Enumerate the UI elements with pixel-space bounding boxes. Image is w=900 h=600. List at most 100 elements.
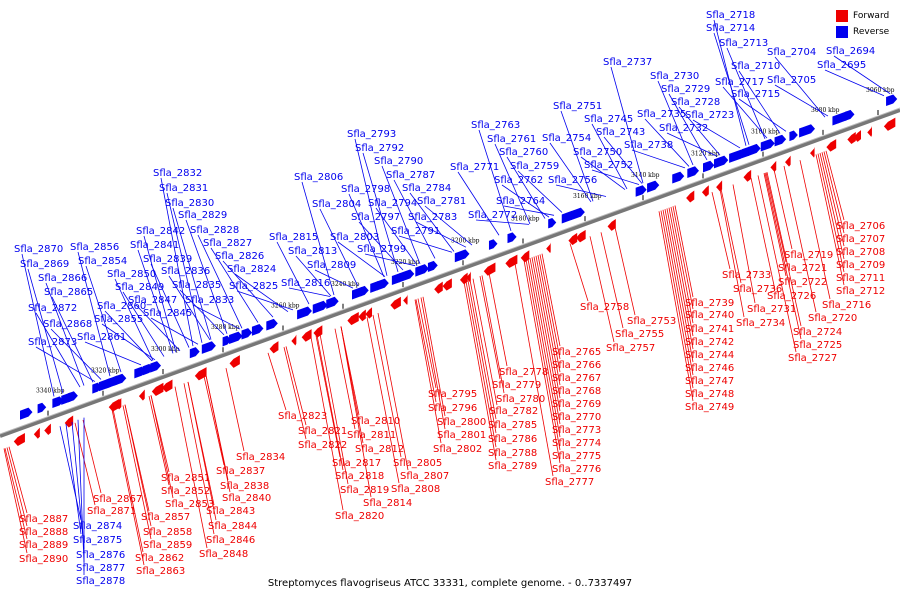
legend: Forward Reverse — [836, 8, 889, 40]
gene-leader-line — [457, 171, 500, 236]
gene-leader-line — [314, 269, 354, 289]
gene-leader-line — [35, 312, 81, 388]
gene-label: Sfla_2853 — [165, 499, 214, 510]
gene-leader-line — [150, 317, 199, 345]
gene-label: Sfla_2748 — [685, 389, 734, 400]
gene-label: Sfla_2816 — [281, 278, 330, 289]
gene-label: Sfla_2820 — [335, 511, 384, 522]
gene-leader-line — [503, 205, 555, 216]
forward-gene-arrow — [568, 232, 578, 246]
forward-gene-arrow — [785, 155, 791, 167]
gene-leader-line — [533, 256, 561, 399]
reverse-gene-arrow — [774, 134, 787, 147]
gene-label: Sfla_2720 — [808, 313, 857, 324]
gene-label: Sfla_2768 — [552, 386, 601, 397]
gene-leader-line — [668, 207, 694, 337]
legend-item-forward: Forward — [836, 8, 889, 23]
gene-leader-line — [417, 298, 437, 389]
gene-label: Sfla_2803 — [330, 232, 379, 243]
gene-leader-line — [527, 258, 561, 438]
gene-label: Sfla_2794 — [368, 198, 417, 209]
gene-leader-line — [122, 291, 165, 357]
gene-leader-line — [815, 154, 845, 286]
gene-label: Sfla_2857 — [141, 512, 190, 523]
gene-leader-line — [539, 254, 561, 360]
tick-label: 3100 kbp — [751, 129, 780, 136]
legend-swatch-reverse — [836, 25, 848, 38]
reverse-gene-arrow — [748, 143, 761, 156]
reverse-gene-arrow — [297, 306, 312, 320]
reverse-gene-arrow — [326, 296, 339, 309]
forward-gene-arrow — [853, 130, 861, 142]
reverse-gene-arrow — [647, 180, 660, 193]
forward-gene-arrow — [483, 262, 496, 276]
reverse-gene-arrow — [548, 217, 557, 229]
gene-leader-line — [3, 448, 28, 554]
gene-label: Sfla_2851 — [161, 473, 210, 484]
genome-backbone-line — [0, 108, 900, 438]
gene-label: Sfla_2780 — [496, 394, 545, 405]
gene-label: Sfla_2790 — [374, 156, 423, 167]
gene-leader-line — [122, 405, 152, 540]
gene-leader-line — [658, 211, 694, 402]
gene-leader-line — [463, 281, 497, 461]
gene-label: Sfla_2747 — [685, 376, 734, 387]
forward-gene-arrow — [686, 190, 695, 203]
gene-label: Sfla_2773 — [552, 425, 601, 436]
gene-label: Sfla_2873 — [28, 337, 77, 348]
gene-label: Sfla_2730 — [650, 71, 699, 82]
figure-caption: Streptomyces flavogriseus ATCC 33331, co… — [267, 578, 633, 589]
gene-leader-line — [210, 247, 259, 323]
forward-gene-arrow — [301, 329, 312, 342]
legend-label-reverse: Reverse — [853, 26, 890, 37]
gene-leader-line — [674, 205, 694, 298]
gene-label: Sfla_2714 — [706, 23, 755, 34]
gene-leader-line — [662, 209, 694, 376]
gene-label: Sfla_2722 — [778, 277, 827, 288]
gene-leader-line — [501, 184, 550, 218]
gene-leader-line — [409, 192, 455, 252]
gene-leader-line — [766, 172, 802, 327]
reverse-gene-arrow — [20, 407, 33, 420]
gene-leader-line — [319, 208, 359, 287]
gene-leader-line — [469, 279, 497, 420]
gene-label: Sfla_2772 — [468, 210, 517, 221]
reverse-gene-arrow — [886, 94, 898, 107]
gene-leader-line — [506, 156, 546, 219]
gene-leader-line — [414, 299, 442, 444]
gene-label: Sfla_2767 — [552, 373, 601, 384]
gene-leader-line — [315, 335, 341, 458]
forward-gene-arrow — [13, 432, 25, 447]
gene-leader-line — [672, 206, 694, 310]
gene-label: Sfla_2765 — [552, 347, 601, 358]
gene-label: Sfla_2775 — [552, 451, 601, 462]
tick-label: 3260 kbp — [271, 302, 300, 309]
gene-label: Sfla_2778 — [499, 367, 548, 378]
forward-gene-arrow — [365, 307, 373, 319]
reverse-gene-arrow — [377, 278, 389, 291]
gene-leader-line — [422, 296, 446, 417]
gene-leader-line — [225, 368, 245, 452]
gene-label: Sfla_2764 — [496, 196, 545, 207]
reverse-gene-arrow — [635, 185, 647, 197]
gene-label: Sfla_2824 — [227, 264, 276, 275]
gene-leader-line — [764, 172, 802, 340]
gene-leader-line — [531, 257, 561, 412]
reverse-gene-arrow — [799, 124, 816, 138]
gene-label: Sfla_2774 — [552, 438, 601, 449]
forward-gene-arrow — [810, 146, 815, 158]
reverse-gene-arrow — [507, 232, 517, 244]
gene-label: Sfla_2729 — [661, 84, 710, 95]
gene-label: Sfla_2807 — [400, 471, 449, 482]
gene-label: Sfla_2819 — [340, 485, 389, 496]
gene-leader-line — [348, 193, 385, 278]
gene-leader-line — [285, 346, 307, 426]
gene-leader-line — [711, 192, 731, 270]
reverse-gene-arrow — [789, 130, 798, 142]
tick-label: 3220 kbp — [391, 259, 420, 266]
gene-leader-line — [475, 219, 530, 225]
gene-leader-line — [183, 383, 215, 535]
gene-label: Sfla_2874 — [73, 521, 122, 532]
gene-leader-line — [467, 280, 497, 434]
